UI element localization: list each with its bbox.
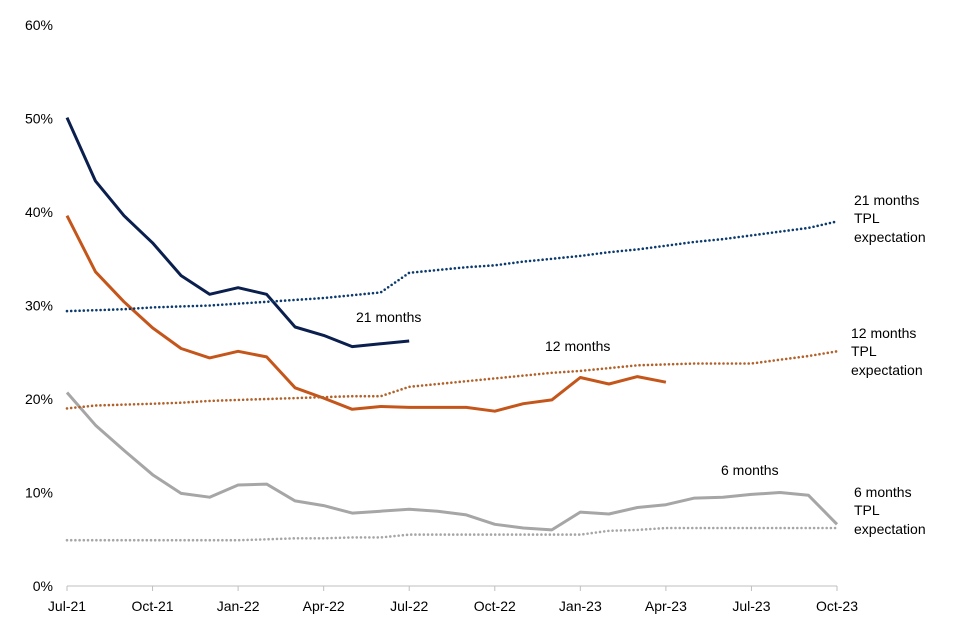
axes — [66, 585, 838, 591]
label-12-months: 12 months — [545, 338, 610, 354]
x-tick-label: Oct-22 — [474, 598, 516, 614]
y-tick-label: 0% — [33, 578, 53, 594]
x-tick-label: Apr-23 — [645, 598, 687, 614]
x-tick-label: Oct-23 — [816, 598, 858, 614]
label-21-tpl-line3: expectation — [854, 229, 926, 245]
series-layer — [65, 116, 839, 542]
series-line-21-months-tpl-expectation — [65, 220, 839, 313]
x-tick-label: Oct-21 — [132, 598, 174, 614]
label-21-tpl-line2: TPL — [854, 210, 880, 226]
x-tick-label: Jul-23 — [732, 598, 770, 614]
label-21-months: 21 months — [356, 309, 421, 325]
label-21-tpl-line1: 21 months — [854, 192, 919, 208]
label-6-tpl-line2: TPL — [854, 502, 880, 518]
x-tick-label: Jan-23 — [559, 598, 602, 614]
label-6-tpl-line1: 6 months — [854, 484, 912, 500]
label-6-tpl-line3: expectation — [854, 521, 926, 537]
x-tick-label: Jan-22 — [217, 598, 260, 614]
label-12-tpl-line3: expectation — [851, 362, 923, 378]
y-tick-label: 10% — [25, 485, 53, 501]
y-tick-label: 20% — [25, 391, 53, 407]
series-line-12-months — [65, 215, 667, 413]
y-tick-label: 60% — [25, 17, 53, 33]
series-line-6-months-tpl-expectation — [65, 526, 839, 542]
y-tick-label: 40% — [25, 204, 53, 220]
y-tick-label: 50% — [25, 111, 53, 127]
x-tick-labels: Jul-21 Oct-21 Jan-22 Apr-22 Jul-22 Oct-22 Jan-… — [48, 598, 858, 614]
series-line-21-months — [65, 116, 410, 349]
label-12-tpl-line1: 12 months — [851, 325, 916, 341]
series-line-12-months-tpl-expectation — [65, 349, 839, 410]
label-12-tpl-line2: TPL — [851, 343, 877, 359]
annotations: 21 months 12 months 6 months 21 months T… — [356, 192, 926, 537]
y-tick-labels: 0% 10% 20% 30% 40% 50% 60% — [25, 17, 53, 594]
y-tick-label: 30% — [25, 298, 53, 314]
x-tick-label: Jul-21 — [48, 598, 86, 614]
series-line-6-months — [65, 391, 839, 532]
x-tick-label: Jul-22 — [390, 598, 428, 614]
x-tick-label: Apr-22 — [303, 598, 345, 614]
label-6-months: 6 months — [721, 462, 779, 478]
